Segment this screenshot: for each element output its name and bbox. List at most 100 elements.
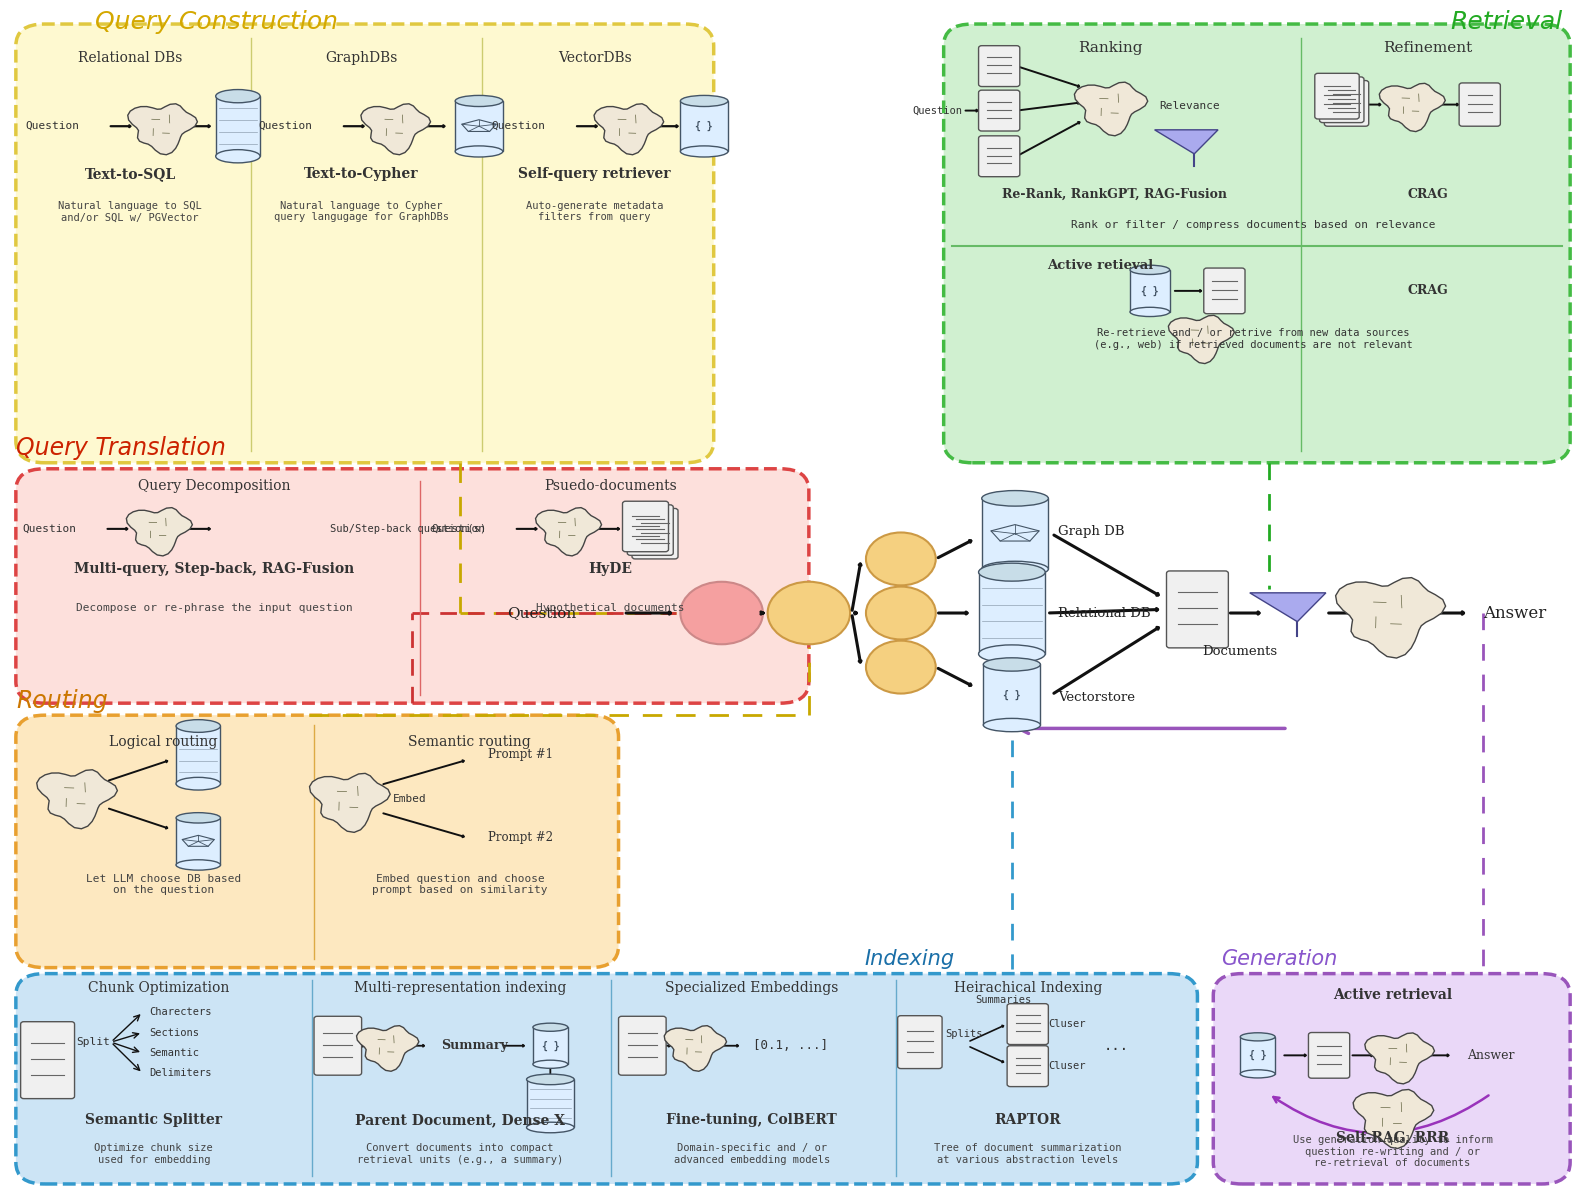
FancyBboxPatch shape — [1007, 1004, 1048, 1045]
Text: Summaries: Summaries — [975, 995, 1031, 1005]
Polygon shape — [357, 1025, 419, 1071]
Text: Cluser: Cluser — [1048, 1061, 1086, 1071]
Ellipse shape — [1129, 266, 1170, 274]
Circle shape — [768, 582, 850, 644]
FancyBboxPatch shape — [631, 508, 679, 559]
Text: Semantic routing: Semantic routing — [408, 734, 531, 749]
Text: CRAG: CRAG — [1407, 285, 1448, 297]
Ellipse shape — [1240, 1070, 1275, 1078]
Text: Multi-query, Step-back, RAG-Fusion: Multi-query, Step-back, RAG-Fusion — [75, 561, 354, 576]
Polygon shape — [536, 507, 601, 555]
Polygon shape — [680, 101, 728, 151]
Text: Tree of document summarization
at various abstraction levels: Tree of document summarization at variou… — [934, 1143, 1121, 1165]
FancyBboxPatch shape — [16, 469, 809, 703]
Polygon shape — [176, 817, 220, 865]
FancyBboxPatch shape — [898, 1016, 942, 1069]
Text: Semantic: Semantic — [149, 1048, 200, 1058]
Text: { }: { } — [695, 121, 714, 131]
FancyBboxPatch shape — [314, 1016, 362, 1075]
Text: Question: Question — [492, 121, 546, 131]
FancyBboxPatch shape — [1204, 268, 1245, 314]
Polygon shape — [1155, 130, 1218, 154]
Text: Prompt #1: Prompt #1 — [488, 749, 554, 761]
Ellipse shape — [979, 564, 1045, 581]
Text: Split: Split — [76, 1037, 109, 1047]
Ellipse shape — [982, 561, 1048, 577]
Ellipse shape — [455, 145, 503, 157]
FancyBboxPatch shape — [1315, 73, 1359, 119]
Text: Decompose or re-phrase the input question: Decompose or re-phrase the input questio… — [76, 603, 352, 613]
Text: Prompt #2: Prompt #2 — [488, 832, 554, 844]
Polygon shape — [1129, 270, 1169, 311]
Text: Question: Question — [912, 106, 963, 115]
Text: Cluser: Cluser — [1048, 1019, 1086, 1029]
Text: Use generation quality to inform
question re-writing and / or
re-retrieval of do: Use generation quality to inform questio… — [1293, 1135, 1492, 1168]
Text: { }: { } — [1248, 1051, 1267, 1060]
Text: Routing: Routing — [16, 689, 108, 713]
Polygon shape — [1335, 578, 1445, 657]
FancyBboxPatch shape — [1308, 1033, 1350, 1078]
Text: Embed question and choose
prompt based on similarity: Embed question and choose prompt based o… — [373, 874, 547, 895]
Text: { }: { } — [1140, 286, 1159, 296]
Ellipse shape — [455, 95, 503, 107]
Ellipse shape — [176, 859, 220, 870]
Ellipse shape — [533, 1023, 568, 1031]
FancyBboxPatch shape — [1167, 571, 1229, 648]
Text: ...: ... — [1104, 1039, 1129, 1053]
Ellipse shape — [216, 149, 260, 163]
Ellipse shape — [1129, 308, 1170, 316]
Text: Graph DB: Graph DB — [1058, 525, 1124, 537]
Text: Retrieval: Retrieval — [1450, 10, 1562, 34]
FancyBboxPatch shape — [1320, 77, 1364, 123]
FancyBboxPatch shape — [979, 46, 1020, 87]
Text: VectorDBs: VectorDBs — [558, 50, 631, 65]
Text: Relational DBs: Relational DBs — [78, 50, 182, 65]
Ellipse shape — [982, 490, 1048, 506]
Text: Text-to-SQL: Text-to-SQL — [84, 167, 176, 182]
Text: Documents: Documents — [1202, 645, 1277, 657]
Polygon shape — [362, 103, 430, 155]
Text: Sections: Sections — [149, 1028, 200, 1037]
Polygon shape — [1169, 315, 1234, 363]
Text: Semantic Splitter: Semantic Splitter — [86, 1113, 222, 1127]
Polygon shape — [1240, 1037, 1275, 1073]
Text: HyDE: HyDE — [588, 561, 633, 576]
Polygon shape — [455, 101, 503, 151]
Text: Natural language to Cypher
query langugage for GraphDBs: Natural language to Cypher query languga… — [274, 201, 449, 222]
Ellipse shape — [680, 95, 728, 107]
Text: Self-RAG, RRR: Self-RAG, RRR — [1335, 1130, 1450, 1144]
Polygon shape — [127, 507, 192, 555]
Text: Splits: Splits — [945, 1029, 983, 1039]
Ellipse shape — [533, 1060, 568, 1069]
Text: Query Construction: Query Construction — [95, 10, 338, 34]
Polygon shape — [128, 103, 197, 155]
Text: Indexing: Indexing — [864, 948, 955, 969]
Text: Ranking: Ranking — [1078, 41, 1142, 55]
Text: GraphDBs: GraphDBs — [325, 50, 398, 65]
Polygon shape — [309, 773, 390, 832]
Text: Auto-generate metadata
filters from query: Auto-generate metadata filters from quer… — [527, 201, 663, 222]
Text: Answer: Answer — [1483, 605, 1546, 621]
FancyBboxPatch shape — [16, 24, 714, 463]
Text: Answer: Answer — [1467, 1049, 1515, 1061]
Text: Fine-tuning, ColBERT: Fine-tuning, ColBERT — [666, 1113, 837, 1127]
Text: Optimize chunk size
used for embedding: Optimize chunk size used for embedding — [95, 1143, 213, 1165]
Ellipse shape — [1240, 1033, 1275, 1041]
Ellipse shape — [527, 1075, 574, 1084]
Text: Self-query retriever: Self-query retriever — [519, 167, 671, 182]
Polygon shape — [983, 665, 1040, 725]
Ellipse shape — [176, 720, 220, 732]
Text: Generation: Generation — [1221, 948, 1337, 969]
Ellipse shape — [680, 145, 728, 157]
Polygon shape — [1366, 1033, 1434, 1084]
FancyBboxPatch shape — [979, 136, 1020, 177]
Text: Re-retrieve and / or retrive from new data sources
(e.g., web) if retrieved docu: Re-retrieve and / or retrive from new da… — [1094, 328, 1412, 350]
Polygon shape — [665, 1025, 726, 1071]
Text: Natural language to SQL
and/or SQL w/ PGVector: Natural language to SQL and/or SQL w/ PG… — [59, 201, 201, 222]
FancyBboxPatch shape — [944, 24, 1570, 463]
Text: Rank or filter / compress documents based on relevance: Rank or filter / compress documents base… — [1071, 220, 1435, 230]
FancyBboxPatch shape — [1324, 81, 1369, 126]
Text: Heirachical Indexing: Heirachical Indexing — [953, 981, 1102, 995]
Text: Query Decomposition: Query Decomposition — [138, 478, 290, 493]
FancyBboxPatch shape — [16, 974, 1197, 1184]
